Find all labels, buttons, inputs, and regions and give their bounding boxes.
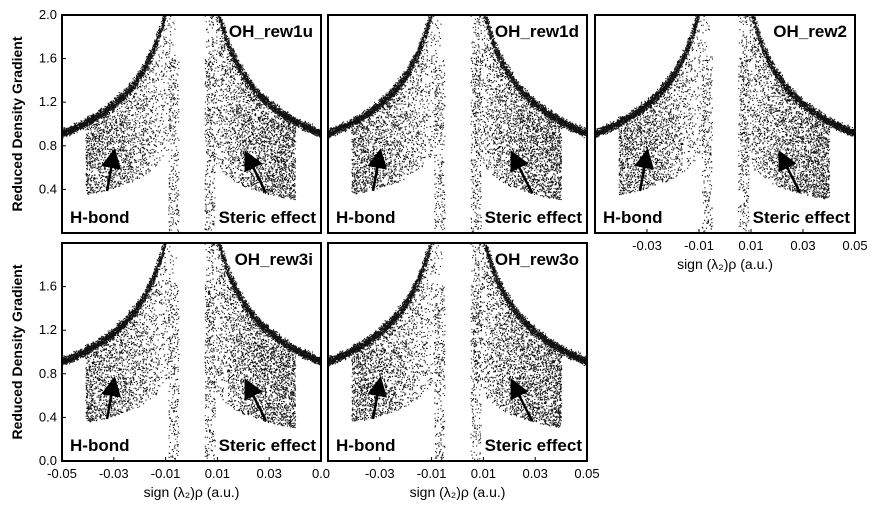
h-bond-arrow [640, 158, 646, 191]
x-axis-label: sign (λ₂)ρ (a.u.) [144, 484, 240, 500]
x-tick-label: 0.03 [523, 466, 548, 481]
y-axis-label: Reduced Density Gradient [9, 264, 25, 439]
x-axis-label: sign (λ₂)ρ (a.u.) [677, 256, 773, 272]
x-tick-label: 0.03 [790, 238, 815, 253]
steric-effect-label: Steric effect [485, 208, 583, 227]
x-tick-label: 0.05 [842, 238, 867, 253]
x-tick-label: -0.03 [632, 238, 662, 253]
steric-effect-label: Steric effect [485, 436, 583, 455]
panel-OH_rew2: OH_rew2 H-bond Steric effect -0.03 -0.01 0.01… [585, 0, 868, 272]
x-tick-label: 0.05 [574, 466, 599, 481]
panel-title: OH_rew3o [495, 250, 579, 269]
panel-OH_rew3o: OH_rew3o H-bond Steric effect -0.03 -0.01 0.0… [318, 103, 600, 501]
y-tick-label: 0.4 [39, 181, 57, 196]
y-tick-label: 0.8 [39, 366, 57, 381]
x-tick-label: 0.0 [312, 466, 330, 481]
steric-effect-label: Steric effect [219, 436, 317, 455]
y-tick-label: 0.4 [39, 409, 57, 424]
y-tick-label: 1.6 [39, 51, 57, 66]
scatter-markers [52, 99, 333, 460]
x-tick-label: -0.01 [684, 238, 714, 253]
steric-effect-label: Steric effect [219, 208, 317, 227]
x-tick-label: 0.01 [205, 466, 230, 481]
x-axis-label: sign (λ₂)ρ (a.u.) [410, 484, 506, 500]
x-tick-label: 0.03 [257, 466, 282, 481]
panel-OH_rew1u: OH_rew1u H-bond Steric effect 0.4 0.8 1.2 1.6 2… [9, 0, 332, 233]
x-tick-label: -0.03 [365, 466, 395, 481]
y-tick-label: 1.2 [39, 94, 57, 109]
scatter-points [52, 99, 333, 460]
panel-title: OH_rew3i [235, 250, 313, 269]
h-bond-label: H-bond [70, 208, 129, 227]
x-tick-label: 0.01 [738, 238, 763, 253]
y-tick-label: 1.6 [39, 279, 57, 294]
h-bond-label: H-bond [603, 208, 662, 227]
h-bond-label: H-bond [336, 436, 395, 455]
y-tick-label: 1.2 [39, 322, 57, 337]
y-tick-label: 0.8 [39, 138, 57, 153]
panel-title: OH_rew2 [773, 22, 847, 41]
panel-OH_rew3i: OH_rew3i H-bond Steric effect 0.0 0.4 0.8 1.2 1… [9, 99, 332, 501]
x-tick-label: 0.01 [471, 466, 496, 481]
panel-title: OH_rew1d [495, 22, 579, 41]
x-tick-label: -0.01 [151, 466, 181, 481]
h-bond-label: H-bond [70, 436, 129, 455]
panel-title: OH_rew1u [229, 22, 313, 41]
steric-effect-label: Steric effect [753, 208, 851, 227]
x-tick-label: -0.05 [47, 466, 77, 481]
h-bond-label: H-bond [336, 208, 395, 227]
panel-OH_rew1d: OH_rew1d H-bond Steric effect [318, 0, 599, 233]
y-tick-label: 2.0 [39, 7, 57, 22]
y-axis-label: Reduced Density Gradient [9, 36, 25, 211]
x-tick-label: -0.01 [417, 466, 447, 481]
x-tick-label: -0.03 [99, 466, 129, 481]
